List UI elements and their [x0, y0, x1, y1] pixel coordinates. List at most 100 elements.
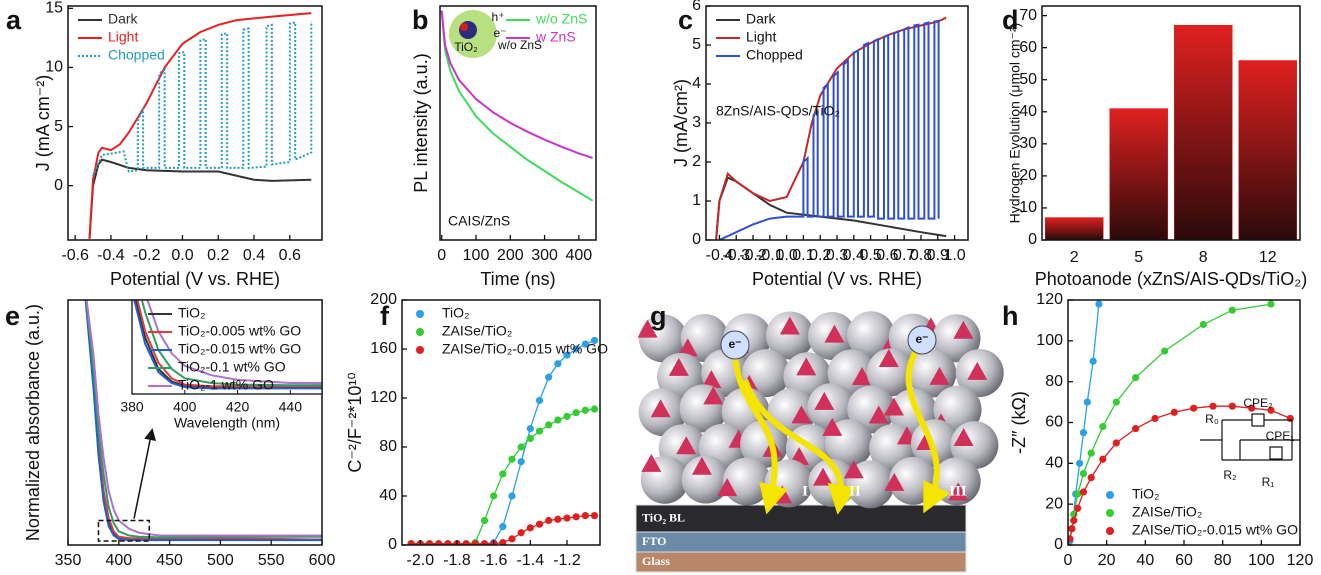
- x-tick-label: 400: [105, 552, 132, 569]
- nanoparticle: [847, 311, 896, 360]
- annotation: CAIS/ZnS: [448, 213, 510, 229]
- x-axis-label: Time (ns): [480, 269, 555, 289]
- inset-x-tick-label: 380: [120, 399, 144, 415]
- y-tick-label: 80: [379, 438, 397, 455]
- legend-marker: [1106, 509, 1114, 517]
- x-tick-label: 500: [207, 552, 234, 569]
- point: [1095, 300, 1103, 308]
- legend-label: TiO₂-1 wt% GO: [178, 377, 274, 393]
- quantum-dot: [668, 357, 689, 376]
- point: [581, 511, 589, 520]
- electron-path: [742, 378, 858, 515]
- quantum-dot: [843, 460, 864, 479]
- point: [545, 421, 553, 429]
- panel-label: a: [6, 5, 22, 35]
- quantum-dot: [791, 405, 812, 424]
- layer-label: TiO₂ BL: [642, 510, 685, 524]
- x-tick-label: 0: [437, 247, 446, 264]
- point: [535, 396, 544, 405]
- legend-label: Light: [746, 29, 776, 45]
- x-axis-label: Potential (V vs. RHE): [752, 269, 922, 289]
- layer-label: Glass: [642, 554, 670, 568]
- x-tick-label: 120: [1287, 552, 1314, 569]
- series-line: [88, 12, 312, 239]
- point: [1267, 406, 1275, 414]
- quantum-dot: [953, 428, 974, 447]
- y-axis-label: PL intensity (a.u.): [411, 53, 431, 192]
- y-tick-label: 40: [1019, 103, 1037, 120]
- legend-label: TiO₂-0.015 wt% GO: [178, 341, 301, 357]
- point: [1112, 439, 1120, 447]
- plot-area: [407, 336, 599, 545]
- point: [1079, 429, 1088, 437]
- series-line: [1069, 304, 1100, 542]
- quantum-dot: [650, 399, 671, 418]
- series-line: [85, 300, 322, 539]
- x-tick-label: 40: [1136, 552, 1154, 569]
- x-tick-label: 0: [1064, 552, 1073, 569]
- quantum-dot: [717, 478, 738, 497]
- x-tick-label: -1.4: [517, 552, 545, 569]
- layer: [635, 504, 967, 533]
- panel-label: f: [380, 301, 390, 331]
- x-tick-label: 80: [1214, 552, 1232, 569]
- plot-area: [1068, 300, 1294, 545]
- y-axis-label: Hydrogen Evolution (μmol cm⁻²): [1007, 23, 1023, 224]
- quantum-dot: [813, 467, 834, 486]
- x-tick-label: 600: [309, 552, 336, 569]
- quantum-dot: [676, 436, 697, 455]
- cpe: [1269, 446, 1283, 460]
- y-tick-label: 15: [45, 0, 63, 17]
- plot-area: [1044, 24, 1298, 240]
- point: [1087, 474, 1095, 482]
- y-tick-label: 1: [692, 192, 701, 209]
- quantum-dot: [868, 405, 889, 424]
- point: [572, 513, 580, 521]
- annotation: w/o ZnS: [497, 38, 542, 52]
- legend-label: Light: [108, 29, 138, 45]
- x-tick-label: -0.4: [706, 247, 734, 264]
- annotation: CPE₂: [1243, 396, 1273, 410]
- panel-label: g: [650, 301, 667, 331]
- point: [1099, 455, 1107, 463]
- y-tick-label: 120: [1036, 291, 1063, 308]
- point: [554, 416, 562, 424]
- legend-label: TiO₂: [178, 305, 205, 321]
- x-tick-label: 8: [1199, 249, 1208, 266]
- quantum-dot: [883, 397, 904, 416]
- point: [526, 425, 534, 433]
- point: [1132, 425, 1140, 433]
- series-line: [92, 21, 313, 177]
- y-tick-label: 100: [1036, 332, 1063, 349]
- point: [581, 406, 589, 414]
- x-tick-label: 450: [156, 552, 183, 569]
- legend-marker: [1106, 527, 1114, 535]
- electron-path: [732, 354, 789, 515]
- nanoparticle: [765, 311, 814, 360]
- point: [1267, 300, 1275, 308]
- point: [554, 360, 562, 368]
- annotation: R₀: [1205, 412, 1219, 426]
- annotation: e⁻: [493, 26, 506, 40]
- legend-label: Dark: [746, 11, 777, 27]
- point: [1074, 504, 1082, 512]
- point: [1068, 535, 1074, 543]
- point: [444, 540, 452, 545]
- point: [1132, 373, 1140, 382]
- point: [535, 520, 544, 528]
- y-axis-label: J (mA cm⁻²): [33, 75, 53, 172]
- point: [1074, 490, 1082, 498]
- x-tick-label: 0.4: [843, 247, 865, 264]
- legend-marker: [416, 328, 424, 336]
- y-tick-label: 20: [1045, 495, 1063, 512]
- point: [572, 345, 580, 353]
- legend-label: Dark: [108, 11, 139, 27]
- electron-label: e⁻: [915, 332, 928, 346]
- point: [517, 458, 525, 466]
- frame: [67, 5, 323, 241]
- point: [1087, 449, 1095, 457]
- inset-x-tick-label: 440: [279, 399, 303, 415]
- legend-label: TiO₂-0.005 wt% GO: [178, 323, 301, 339]
- y-tick-label: 10: [1019, 199, 1037, 216]
